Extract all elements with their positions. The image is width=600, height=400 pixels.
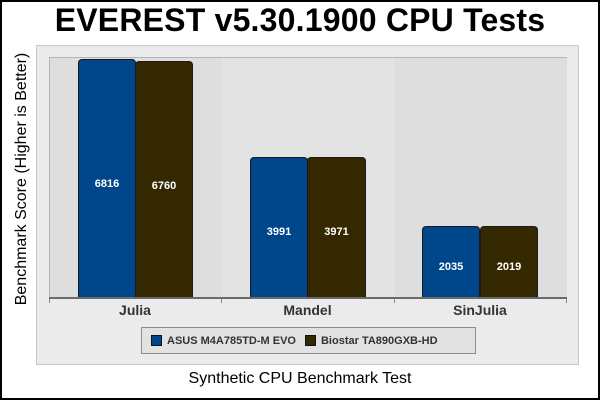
bar-value-label: 6816: [94, 178, 120, 190]
bar-julia-biostar: 6760: [135, 61, 193, 298]
x-axis-tick: [394, 299, 395, 303]
bar-mandel-biostar: 3971: [307, 157, 366, 298]
bar-value-label: 2035: [438, 261, 464, 273]
bar-sinjulia-asus: 2035: [422, 226, 480, 298]
category-label-sinjulia: SinJulia: [453, 302, 507, 318]
bar-value-label: 3991: [266, 226, 292, 238]
category-label-mandel: Mandel: [283, 302, 332, 318]
legend-swatch-icon: [304, 335, 316, 346]
legend-label: Biostar TA890GXB-HD: [320, 334, 438, 347]
category-label-julia: Julia: [119, 302, 151, 318]
bar-julia-asus: 6816: [78, 59, 136, 298]
bar-sinjulia-biostar: 2019: [480, 226, 538, 298]
legend-item-biostar: Biostar TA890GXB-HD: [304, 334, 438, 347]
legend-item-asus: ASUS M4A785TD-M EVO: [151, 335, 296, 347]
chart-title: EVEREST v5.30.1900 CPU Tests: [54, 2, 546, 38]
bar-mandel-asus: 3991: [250, 157, 308, 298]
legend: ASUS M4A785TD-M EVO Biostar TA890GXB-HD: [141, 327, 476, 354]
x-axis-line: [49, 297, 567, 299]
y-axis-label: Benchmark Score (Higher is Better): [13, 52, 30, 306]
x-axis-label: Synthetic CPU Benchmark Test: [188, 370, 412, 387]
x-axis-tick: [566, 299, 567, 303]
bar-value-label: 3971: [324, 226, 349, 238]
legend-label: ASUS M4A785TD-M EVO: [167, 334, 296, 347]
x-axis-tick: [49, 299, 50, 303]
bar-value-label: 2019: [496, 261, 522, 273]
bar-value-label: 6760: [151, 180, 177, 192]
legend-swatch-icon: [151, 335, 162, 346]
x-axis-tick: [221, 299, 222, 303]
